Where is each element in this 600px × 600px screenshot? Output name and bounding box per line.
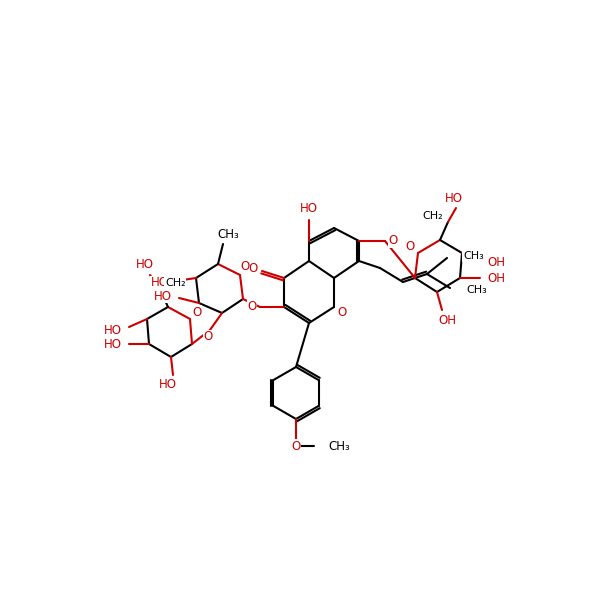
Text: O: O	[406, 239, 415, 253]
Text: O: O	[241, 259, 250, 272]
Text: HO: HO	[104, 325, 122, 337]
Text: HO: HO	[151, 277, 169, 289]
Text: O: O	[248, 263, 257, 275]
Text: HO: HO	[300, 202, 318, 214]
Text: O: O	[337, 305, 347, 319]
Text: HO: HO	[154, 289, 172, 302]
Text: O: O	[388, 235, 398, 247]
Text: CH₃: CH₃	[466, 285, 487, 295]
Text: OH: OH	[438, 313, 456, 326]
Text: CH₃: CH₃	[463, 251, 484, 261]
Text: O: O	[292, 439, 301, 452]
Text: HO: HO	[136, 259, 154, 271]
Text: OH: OH	[487, 257, 505, 269]
Text: O: O	[247, 301, 257, 313]
Text: O: O	[203, 331, 212, 343]
Text: CH₂: CH₂	[422, 211, 443, 221]
Text: HO: HO	[104, 337, 122, 350]
Text: CH₂: CH₂	[165, 278, 185, 288]
Text: OH: OH	[487, 271, 505, 284]
Text: HO: HO	[445, 191, 463, 205]
Text: HO: HO	[159, 379, 177, 391]
Text: CH₃: CH₃	[217, 227, 239, 241]
Text: O: O	[193, 305, 202, 319]
Text: CH₃: CH₃	[328, 439, 350, 452]
